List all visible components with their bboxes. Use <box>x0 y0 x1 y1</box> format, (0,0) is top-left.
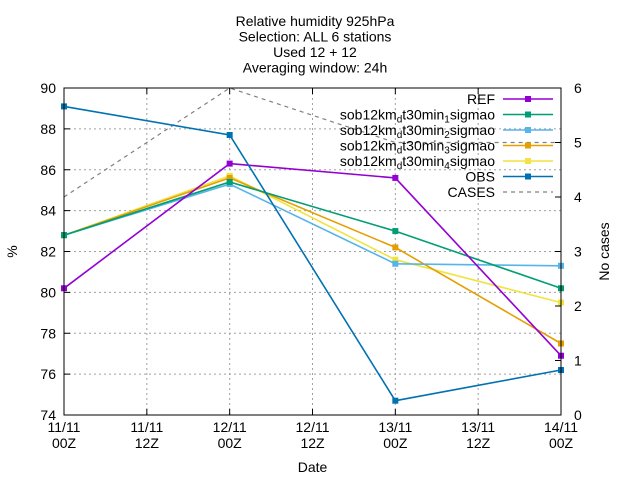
data-point <box>226 160 233 167</box>
legend-label: sob12kmdt30min2sigmao <box>340 122 495 141</box>
plot-area <box>61 87 564 404</box>
x-tick-label: 12Z <box>300 435 325 451</box>
legend-label: CASES <box>448 184 495 200</box>
data-point <box>226 179 233 186</box>
x-tick-label: 13/11 <box>461 419 495 435</box>
legend-label: sob12kmdt30min3sigmao <box>340 138 495 157</box>
series-line <box>63 183 562 267</box>
x-tick-label: 14/11 <box>544 419 578 435</box>
x-tick-label: 12/11 <box>296 419 330 435</box>
x-tick-label: 00Z <box>218 435 243 451</box>
x-axis-label: Date <box>298 459 328 475</box>
series-line <box>63 181 562 290</box>
y2-tick-label: 1 <box>574 353 582 369</box>
y-tick-label: 90 <box>40 80 56 96</box>
chart-title-line: Selection: ALL 6 stations <box>239 29 392 45</box>
axes: 747678808284868890012345611/1100Z11/1112… <box>4 80 612 475</box>
y-tick-label: 84 <box>40 203 56 219</box>
y-tick-label: 82 <box>40 244 56 260</box>
data-point <box>392 244 399 251</box>
y-tick-label: 88 <box>40 121 56 137</box>
data-point <box>392 174 399 181</box>
x-tick-label: 12/11 <box>213 419 247 435</box>
x-tick-label: 11/11 <box>130 419 163 435</box>
legend-sample-marker <box>525 158 531 164</box>
legend-sample-marker <box>525 111 531 118</box>
series-line <box>63 175 562 304</box>
y-tick-label: 76 <box>40 366 56 382</box>
series-line <box>63 162 562 357</box>
data-point <box>226 132 233 139</box>
y2-tick-label: 2 <box>574 298 582 314</box>
x-tick-label: 00Z <box>52 435 77 451</box>
y2-tick-label: 0 <box>574 407 582 423</box>
x-tick-label: 11/11 <box>48 419 81 435</box>
chart-title-line: Used 12 + 12 <box>273 44 357 60</box>
data-point <box>392 260 399 267</box>
legend-sample-marker <box>525 127 531 133</box>
y2-tick-label: 6 <box>574 80 582 96</box>
legend-sample-marker <box>525 96 531 102</box>
x-tick-label: 13/11 <box>378 419 412 435</box>
y-tick-label: 80 <box>40 284 56 300</box>
y-tick-label: 74 <box>40 407 56 423</box>
y2-tick-label: 4 <box>574 189 582 205</box>
y-tick-label: 78 <box>40 325 56 341</box>
data-point <box>226 174 233 181</box>
legend-label: REF <box>467 91 495 107</box>
y2-tick-label: 3 <box>574 244 582 260</box>
series-line <box>63 177 562 345</box>
legend: REFsob12kmdt30min1sigmaosob12kmdt30min2s… <box>340 91 553 200</box>
data-point <box>392 256 399 263</box>
x-tick-label: 00Z <box>549 435 574 451</box>
y-axis-label: % <box>4 245 20 257</box>
y2-axis-label: No cases <box>596 222 612 280</box>
y2-tick-label: 5 <box>574 135 582 151</box>
legend-sample-marker <box>525 173 531 180</box>
series-line <box>63 87 561 198</box>
chart-title-line: Relative humidity 925hPa <box>236 13 395 29</box>
x-tick-label: 00Z <box>383 435 408 451</box>
x-tick-label: 12Z <box>135 435 160 451</box>
legend-label: OBS <box>465 169 495 185</box>
y-tick-label: 86 <box>40 162 56 178</box>
chart-title-line: Averaging window: 24h <box>243 60 388 76</box>
series-line <box>63 105 562 402</box>
data-point <box>392 397 399 404</box>
data-point <box>392 228 399 235</box>
legend-label: sob12kmdt30min4sigmao <box>340 153 495 172</box>
legend-sample-marker <box>525 142 531 149</box>
legend-label: sob12kmdt30min1sigmao <box>340 107 495 126</box>
x-tick-label: 12Z <box>466 435 491 451</box>
